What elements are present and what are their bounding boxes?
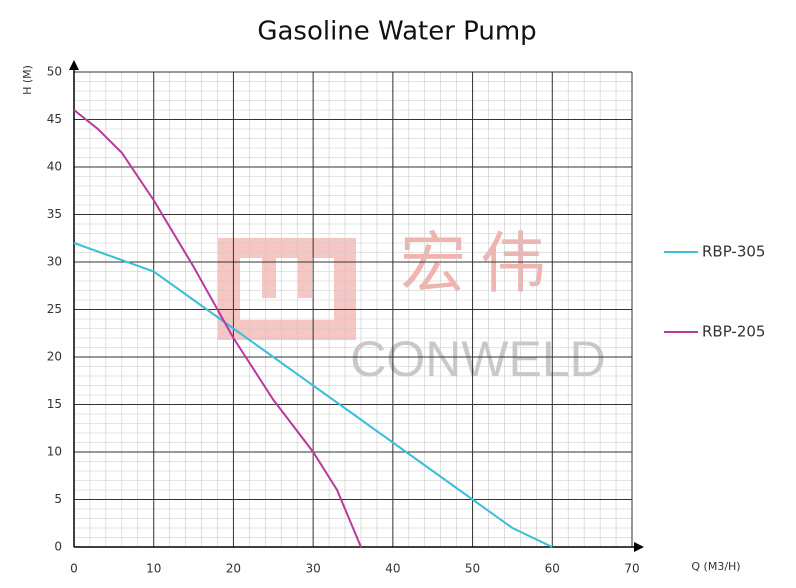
y-tick-label: 50 — [47, 65, 62, 79]
x-axis-label: Q (M3/H) — [691, 560, 740, 573]
x-tick-label: 10 — [146, 562, 161, 576]
legend-label: RBP-205 — [702, 323, 765, 341]
y-axis-label: H (M) — [21, 65, 34, 95]
watermark-logo — [218, 238, 356, 340]
x-tick-label: 40 — [385, 562, 400, 576]
legend-label: RBP-305 — [702, 243, 765, 261]
x-tick-label: 70 — [624, 562, 639, 576]
y-tick-label: 0 — [54, 540, 62, 554]
y-tick-label: 35 — [47, 207, 62, 221]
y-tick-label: 30 — [47, 255, 62, 269]
series-line — [73, 109, 362, 548]
x-tick-label: 0 — [70, 562, 78, 576]
y-tick-label: 20 — [47, 350, 62, 364]
y-tick-label: 5 — [54, 492, 62, 506]
y-tick-label: 10 — [47, 445, 62, 459]
y-tick-label: 40 — [47, 160, 62, 174]
y-tick-label: 45 — [47, 112, 62, 126]
series-line — [73, 242, 553, 548]
x-tick-label: 50 — [465, 562, 480, 576]
chart-title: Gasoline Water Pump — [257, 17, 536, 47]
x-tick-label: 20 — [226, 562, 241, 576]
y-axis-arrow — [69, 60, 79, 70]
x-tick-label: 60 — [545, 562, 560, 576]
watermark — [218, 238, 356, 340]
x-tick-label: 30 — [306, 562, 321, 576]
y-tick-label: 15 — [47, 397, 62, 411]
x-axis-arrow — [634, 542, 644, 552]
y-tick-label: 25 — [47, 302, 62, 316]
watermark-brand: CONWELD — [350, 331, 606, 387]
